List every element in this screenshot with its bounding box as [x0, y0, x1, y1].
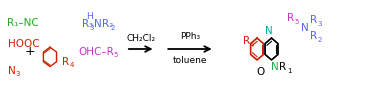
- Text: OHC–R: OHC–R: [79, 47, 114, 57]
- Text: R: R: [62, 57, 69, 67]
- Text: 2: 2: [318, 37, 322, 43]
- Text: +: +: [25, 45, 36, 59]
- Text: 3: 3: [318, 21, 322, 27]
- Text: N: N: [301, 23, 308, 33]
- Text: CH₂Cl₂: CH₂Cl₂: [126, 34, 155, 43]
- Text: H: H: [86, 12, 93, 21]
- Text: toluene: toluene: [173, 56, 207, 65]
- Text: 5: 5: [113, 52, 118, 58]
- Text: 3: 3: [15, 71, 20, 77]
- Text: R₃: R₃: [82, 19, 93, 29]
- Text: N: N: [94, 19, 102, 29]
- Text: 5: 5: [295, 19, 299, 25]
- Text: HOOC: HOOC: [8, 39, 39, 49]
- Text: 2: 2: [111, 25, 115, 31]
- Text: N: N: [265, 26, 273, 36]
- Text: N: N: [271, 62, 278, 72]
- Text: R: R: [243, 36, 250, 46]
- Text: 4: 4: [70, 62, 74, 68]
- Text: R: R: [310, 15, 317, 25]
- Text: R₂: R₂: [102, 19, 113, 29]
- Text: PPh₃: PPh₃: [180, 32, 200, 41]
- Text: R: R: [310, 31, 317, 41]
- Text: R: R: [279, 62, 287, 72]
- Text: 3: 3: [90, 25, 94, 31]
- Text: R: R: [287, 13, 294, 23]
- Text: 1: 1: [287, 68, 292, 74]
- Text: O: O: [257, 67, 265, 77]
- Text: 4: 4: [249, 42, 254, 48]
- Text: R₁–NC: R₁–NC: [6, 18, 38, 28]
- Text: N: N: [8, 66, 15, 76]
